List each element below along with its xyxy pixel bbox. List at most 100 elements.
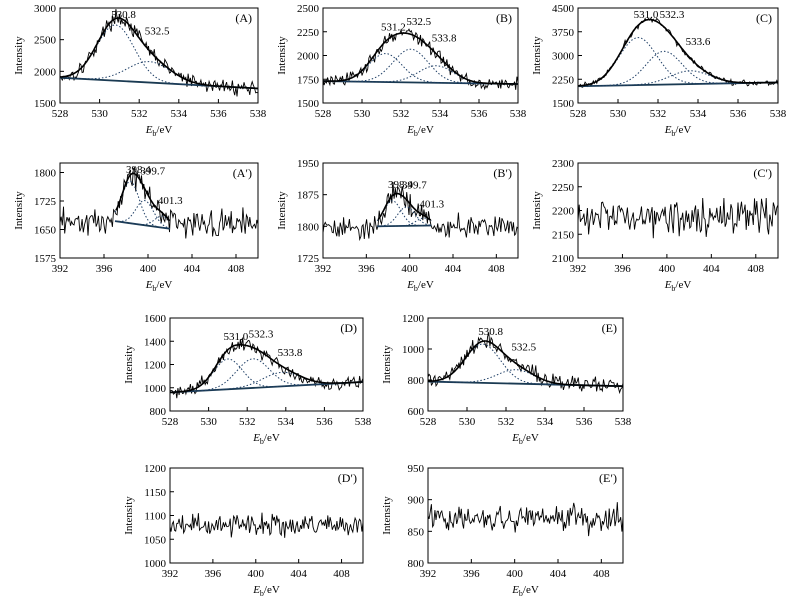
x-tick-label: 534 [432, 108, 449, 120]
y-axis-title: Intensity [381, 345, 393, 384]
y-tick-label: 1575 [34, 253, 57, 265]
y-tick-label: 2100 [552, 253, 575, 265]
y-tick-label: 2000 [34, 66, 57, 78]
x-tick-label: 534 [537, 416, 554, 428]
x-tick-label: 532 [650, 108, 667, 120]
x-tick-label: 396 [614, 263, 631, 275]
x-tick-label: 530 [91, 108, 108, 120]
envelope-fit [428, 340, 623, 387]
peak-label: 533.8 [432, 32, 457, 44]
peak-label: 398.4 [126, 164, 151, 176]
envelope-fit [323, 32, 518, 85]
x-tick-label: 534 [690, 108, 707, 120]
y-tick-label: 1100 [144, 511, 166, 523]
x-axis-title: Eb/eV [252, 432, 280, 446]
x-tick-label: 396 [463, 568, 480, 580]
panel-tag: (B) [496, 11, 512, 25]
x-tick-label: 534 [171, 108, 188, 120]
peak-label: 531.0 [224, 331, 249, 343]
peak-label: 530.8 [478, 326, 503, 338]
y-tick-label: 1150 [144, 487, 166, 499]
y-tick-label: 3750 [552, 27, 575, 39]
x-tick-label: 404 [184, 263, 201, 275]
peak-label: 399.7 [140, 166, 165, 178]
x-tick-label: 392 [420, 568, 437, 580]
x-tick-label: 538 [355, 416, 372, 428]
x-tick-label: 400 [506, 568, 523, 580]
y-axis-title: Intensity [276, 36, 288, 75]
panel-4: 392 396 400 404 408 1725 1800 1875 1950 Eb/eV Inte… [276, 158, 519, 293]
x-axis-title: Eb/eV [406, 279, 434, 293]
y-tick-label: 1400 [144, 336, 167, 348]
y-tick-label: 1950 [297, 158, 320, 170]
x-tick-label: 392 [315, 263, 332, 275]
y-tick-label: 1500 [552, 98, 575, 110]
spectrum-line [577, 197, 779, 239]
x-tick-label: 534 [278, 416, 295, 428]
x-tick-label: 400 [401, 263, 418, 275]
x-axis-title: Eb/eV [145, 124, 173, 138]
y-axis-title: Intensity [531, 36, 543, 75]
y-tick-label: 800 [408, 375, 425, 387]
panel-tag: (A′) [233, 166, 252, 180]
x-tick-label: 408 [228, 263, 245, 275]
x-tick-label: 528 [420, 416, 437, 428]
y-tick-label: 1500 [34, 98, 57, 110]
spectrum-line [169, 337, 364, 399]
y-tick-label: 1800 [297, 221, 320, 233]
envelope-fit [115, 172, 171, 222]
panel-6: 528 530 532 534 536 538 800 1000 1200 1400 1600 Eb/… [123, 313, 372, 446]
x-tick-label: 408 [593, 568, 610, 580]
background-line [114, 220, 171, 230]
x-axis-title: Eb/eV [664, 279, 692, 293]
component-peak-2 [578, 70, 778, 87]
peak-label: 531.2 [381, 21, 406, 33]
plot-frame [427, 317, 624, 412]
x-tick-label: 404 [703, 263, 720, 275]
panel-tag: (D′) [338, 471, 357, 485]
peak-label: 532.5 [406, 16, 431, 28]
x-tick-label: 530 [354, 108, 371, 120]
x-tick-label: 404 [445, 263, 462, 275]
envelope-fit [577, 18, 778, 87]
panel-tag: (B′) [493, 166, 512, 180]
x-tick-label: 400 [248, 568, 265, 580]
x-tick-label: 400 [659, 263, 676, 275]
x-tick-label: 392 [162, 568, 179, 580]
plot-frame [427, 467, 624, 564]
component-peak-0 [323, 53, 518, 85]
x-tick-label: 528 [162, 416, 179, 428]
x-tick-label: 538 [250, 108, 267, 120]
y-tick-label: 3000 [34, 3, 57, 15]
y-axis-title: Intensity [13, 36, 25, 75]
y-tick-label: 2500 [297, 3, 320, 15]
spectrum-line [427, 502, 624, 537]
x-axis-title: Eb/eV [664, 124, 692, 138]
y-tick-label: 2150 [552, 229, 575, 241]
y-tick-label: 1000 [402, 344, 425, 356]
x-tick-label: 408 [333, 568, 350, 580]
y-tick-label: 2250 [297, 27, 320, 39]
peak-label: 401.3 [158, 195, 183, 207]
x-tick-label: 530 [200, 416, 217, 428]
y-tick-label: 1200 [144, 360, 167, 372]
component-peak-1 [578, 50, 778, 87]
x-tick-label: 408 [748, 263, 765, 275]
panel-3: 392 396 400 404 408 1575 1650 1725 1800 Eb/eV Inte… [13, 162, 259, 293]
x-tick-label: 536 [316, 416, 333, 428]
x-tick-label: 530 [610, 108, 627, 120]
x-axis-title: Eb/eV [511, 584, 539, 598]
peak-label: 399.7 [402, 180, 427, 192]
peak-label: 401.3 [419, 199, 444, 211]
peak-label: 533.8 [278, 347, 303, 359]
x-tick-label: 530 [459, 416, 476, 428]
y-tick-label: 2250 [552, 182, 575, 194]
y-tick-label: 1200 [144, 463, 167, 475]
spectrum-line [577, 17, 779, 88]
y-tick-label: 1000 [144, 558, 167, 570]
y-tick-label: 600 [408, 406, 425, 418]
x-tick-label: 532 [498, 416, 515, 428]
peak-label: 533.6 [686, 36, 711, 48]
x-tick-label: 538 [770, 108, 787, 120]
panel-tag: (A) [235, 11, 252, 25]
